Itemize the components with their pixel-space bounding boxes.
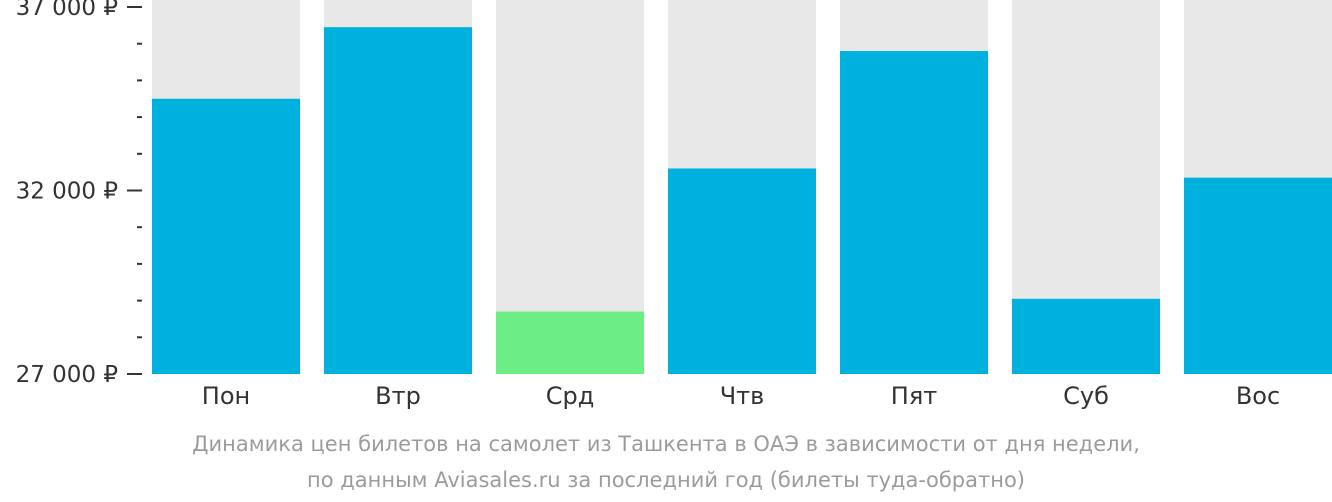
bars [152, 27, 1332, 375]
bar-1 [152, 98, 300, 374]
x-tick-label-5: Пят [891, 382, 937, 410]
chart-caption-line-1: Динамика цен билетов на самолет из Ташке… [192, 432, 1140, 456]
x-axis: Пон Втр Срд Чтв Пят Суб Вос [202, 382, 1280, 410]
bar-3 [496, 311, 644, 374]
bar-6 [1012, 298, 1160, 374]
y-tick-label-3: 37 000 ₽ [16, 0, 118, 21]
y-tick-label-2: 32 000 ₽ [16, 179, 118, 205]
y-axis: 27 000 ₽ 32 000 ₽ 37 000 ₽ [16, 0, 142, 388]
x-tick-label-2: Втр [375, 382, 421, 410]
x-tick-label-7: Вос [1236, 382, 1280, 410]
chart-caption-line-2: по данным Aviasales.ru за последний год … [307, 468, 1025, 492]
bar-2 [324, 27, 472, 375]
x-tick-label-3: Срд [546, 382, 595, 410]
y-tick-label-1: 27 000 ₽ [16, 362, 118, 388]
x-tick-label-1: Пон [202, 382, 250, 410]
x-tick-label-4: Чтв [720, 382, 765, 410]
bar-5 [840, 51, 988, 374]
x-tick-label-6: Суб [1063, 382, 1109, 410]
bar-7 [1184, 177, 1332, 374]
bar-4 [668, 168, 816, 374]
